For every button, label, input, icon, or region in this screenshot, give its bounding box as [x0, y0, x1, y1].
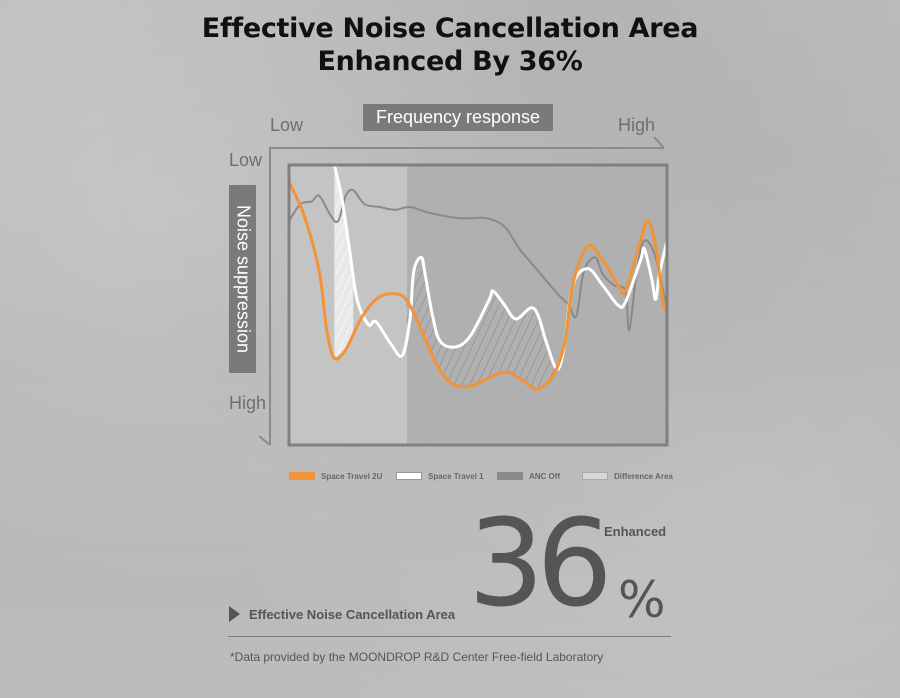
x-axis-low-label: Low [270, 115, 304, 135]
x-axis-high-label: High [618, 115, 656, 135]
series-line-space-travel-1 [332, 165, 667, 371]
x-axis-line [269, 147, 664, 445]
legend-swatch [396, 472, 422, 480]
legend-item-difference-area: Difference Area [582, 470, 673, 482]
legend-swatch [497, 472, 523, 480]
plot-frame [287, 163, 669, 447]
summary-label: Effective Noise Cancellation Area [249, 607, 456, 622]
legend-label: Space Travel 1 [428, 471, 484, 481]
difference-area [406, 257, 562, 389]
divider [228, 636, 671, 637]
legend-item-space-travel-2u: Space Travel 2U [289, 470, 382, 482]
difference-area [334, 165, 354, 359]
x-axis-title: Frequency response [363, 104, 553, 131]
series-line-space-travel-2u [289, 180, 667, 392]
y-axis-title-box: Noise suppression [229, 185, 256, 373]
page-title-line-2: Enhanced By 36% [317, 46, 583, 77]
legend-item-anc-off: ANC Off [497, 470, 560, 482]
legend-item-space-travel-1: Space Travel 1 [396, 470, 484, 482]
legend-swatch [289, 472, 315, 480]
summary-unit: % [618, 571, 666, 629]
legend-swatch [582, 472, 608, 480]
y-axis-arrowhead [258, 435, 271, 446]
triangle-bullet-icon [229, 606, 240, 622]
footnote: *Data provided by the MOONDROP R&D Cente… [230, 650, 604, 664]
y-axis-title: Noise suppression [233, 204, 253, 354]
summary-qualifier: Enhanced [604, 524, 667, 539]
legend-label: Space Travel 2U [321, 471, 383, 481]
y-axis-low-label: Low [229, 150, 263, 170]
legend-label: ANC Off [529, 471, 561, 481]
legend-label: Difference Area [614, 471, 673, 481]
page-title-line-1: Effective Noise Cancellation Area [201, 13, 699, 44]
y-axis-high-label: High [229, 393, 267, 413]
summary-value: 36 [468, 495, 613, 634]
x-axis-arrowhead [653, 136, 665, 149]
